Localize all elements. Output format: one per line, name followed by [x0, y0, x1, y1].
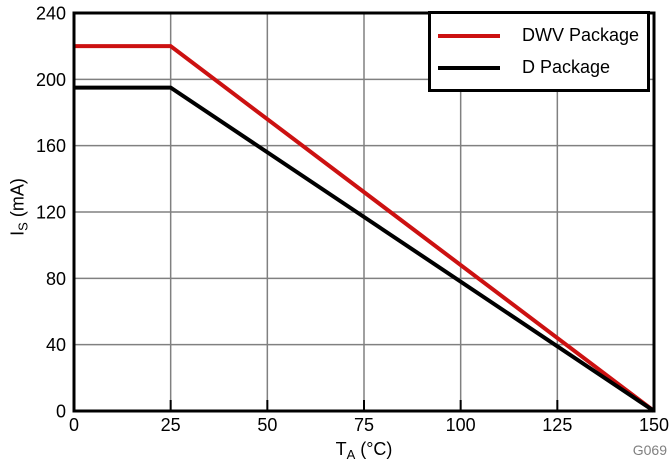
legend-line-sample-dwv — [438, 33, 500, 38]
legend-label-dwv: DWV Package — [522, 25, 640, 45]
x-axis-subscript: A — [346, 447, 356, 462]
x-tick-label: 100 — [446, 415, 476, 435]
y-axis-title: IS (mA) — [8, 178, 31, 236]
x-tick-label: 0 — [69, 415, 79, 435]
x-axis-symbol: T — [335, 439, 347, 459]
y-tick-label: 120 — [36, 203, 66, 223]
y-tick-label: 80 — [46, 269, 66, 289]
figure-code: G069 — [632, 442, 667, 458]
legend-line-sample-d — [438, 65, 500, 70]
y-axis-subscript: S — [15, 222, 31, 231]
legend-label-d: D Package — [522, 57, 611, 77]
y-axis-symbol: I — [7, 230, 28, 236]
y-tick-label: 240 — [36, 4, 66, 24]
x-axis-unit: (°C) — [355, 439, 393, 459]
y-tick-label: 0 — [56, 402, 66, 422]
series-line-d-package — [74, 85, 656, 413]
x-tick-label: 50 — [257, 415, 277, 435]
x-tick-label: 75 — [354, 415, 374, 435]
series-line-dwv-package — [74, 44, 656, 413]
x-tick-label: 25 — [161, 415, 181, 435]
x-tick-label: 125 — [542, 415, 572, 435]
y-axis-unit: (mA) — [7, 178, 28, 223]
legend-item-d-package: D Package — [431, 57, 647, 78]
legend-item-dwv-package: DWV Package — [431, 25, 647, 46]
x-axis-title: TA (°C) — [336, 439, 393, 462]
legend: DWV Package D Package — [428, 11, 650, 92]
x-tick-label: 150 — [639, 415, 669, 435]
plot-border — [72, 11, 656, 413]
y-tick-label: 160 — [36, 136, 66, 156]
y-tick-label: 40 — [46, 335, 66, 355]
y-tick-label: 200 — [36, 70, 66, 90]
